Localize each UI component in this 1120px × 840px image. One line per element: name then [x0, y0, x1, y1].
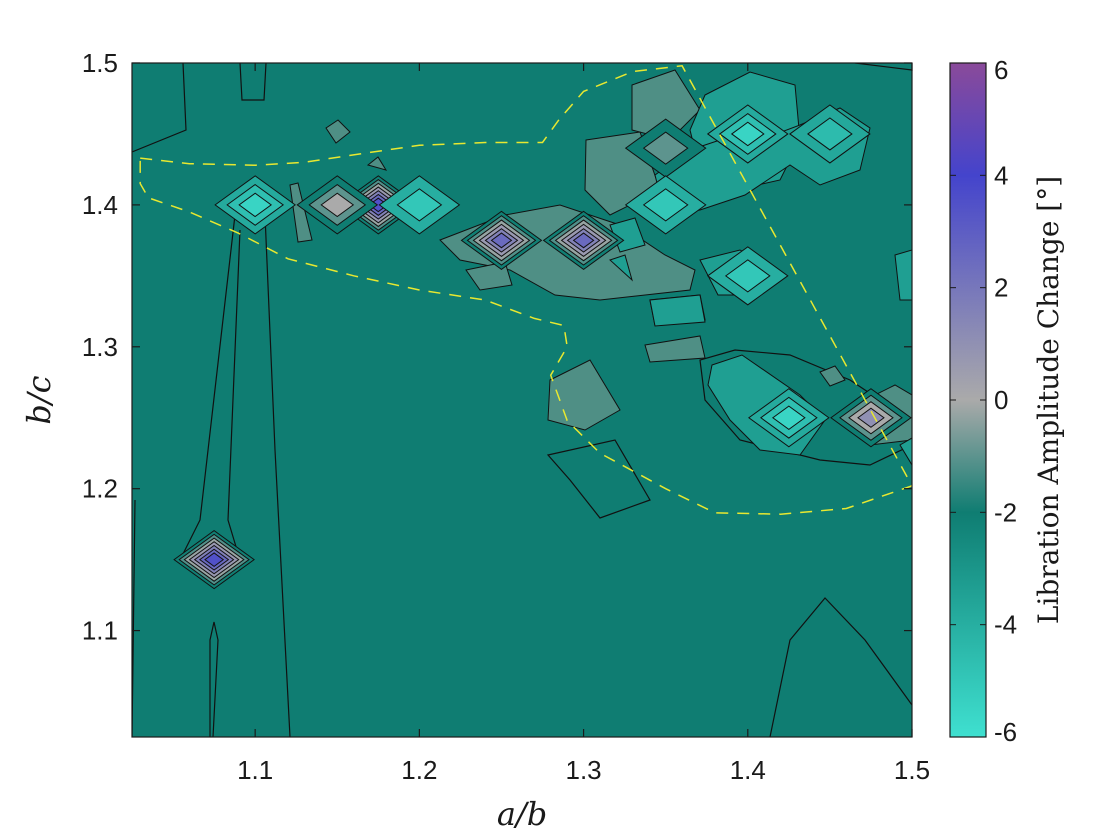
y-tick-label-1.4: 1.4 — [82, 190, 118, 220]
peak-contour-3 — [460, 210, 543, 270]
peak-contour-3-level-6 — [490, 232, 513, 249]
peak-contour-7-level-4 — [857, 407, 885, 428]
colorbar-tick-label-2: 2 — [994, 273, 1008, 303]
y-tick-label-1.1: 1.1 — [82, 616, 118, 646]
peak-contour-6 — [624, 118, 707, 178]
trough-contour-10 — [706, 104, 789, 164]
trough-contour-10-level-3 — [730, 121, 765, 147]
peak-contour-7 — [830, 388, 912, 448]
peak-contour-4-level-6 — [572, 232, 595, 249]
trough-contour-9 — [378, 175, 461, 235]
x-tick-label-1.3: 1.3 — [566, 755, 602, 785]
trough-contour-13-level-2 — [724, 259, 771, 293]
colorbar-ticks: -6 -4 -2 0 2 4 6 — [950, 55, 1017, 747]
trough-contour-14 — [624, 175, 707, 235]
trough-contour-13 — [706, 246, 789, 306]
colorbar-tick-label-4: 4 — [994, 160, 1008, 190]
trough-contour-14-level-2 — [642, 188, 689, 222]
colorbar-tick-label-6: 6 — [994, 55, 1008, 85]
trough-contour-12 — [789, 104, 871, 164]
x-axis-label: a/b — [497, 795, 547, 833]
trough-contour-12-level-2 — [807, 117, 853, 151]
y-axis-label: b/c — [20, 375, 58, 424]
colorbar-label: Libration Amplitude Change [°] — [1032, 176, 1065, 624]
peak-contour-5 — [296, 175, 379, 235]
colorbar-tick-label-0: 0 — [994, 385, 1008, 415]
trough-contour-8 — [214, 175, 297, 235]
colorbar-tick-label--4: -4 — [994, 610, 1017, 640]
y-tick-label-1.2: 1.2 — [82, 474, 118, 504]
x-tick-label-1.4: 1.4 — [730, 755, 766, 785]
trough-contour-11 — [747, 388, 830, 448]
x-tick-label-1.1: 1.1 — [237, 755, 273, 785]
peak-contour-6-level-2 — [642, 131, 689, 165]
trough-contour-11-level-3 — [771, 405, 806, 431]
axis-ticks: 1.1 1.2 1.3 1.4 1.5 1.1 1.2 1.3 1.4 1.5 — [82, 48, 930, 785]
y-tick-label-1.5: 1.5 — [82, 48, 118, 78]
y-tick-label-1.3: 1.3 — [82, 332, 118, 362]
colorbar-tick-label--2: -2 — [994, 497, 1017, 527]
peak-contour-4 — [542, 210, 625, 270]
colorbar-tick-label--6: -6 — [994, 717, 1017, 747]
trough-contour-9-level-2 — [396, 188, 443, 222]
contour-features — [173, 104, 912, 590]
x-tick-label-1.2: 1.2 — [401, 755, 437, 785]
trough-contour-8-level-3 — [238, 192, 273, 218]
peak-contour-5-level-3 — [320, 192, 355, 218]
peak-contour-1-level-7 — [204, 552, 225, 567]
plot-frame — [131, 62, 913, 738]
peak-contour-1 — [173, 530, 255, 590]
peak-contour-2 — [337, 175, 420, 235]
x-tick-label-1.5: 1.5 — [894, 755, 930, 785]
